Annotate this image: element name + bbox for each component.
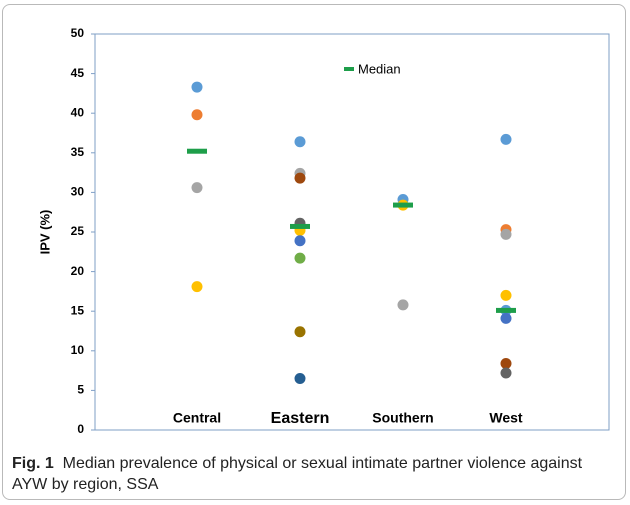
chart: IPV (%) 0 5 10 15 20 25 30 35 40 45 50 Central Easte… <box>37 26 610 436</box>
x-tick-label: Eastern <box>271 410 330 427</box>
data-point <box>294 136 306 148</box>
x-tick-label: Southern <box>372 410 433 426</box>
y-tick-label: 0 <box>77 422 84 436</box>
y-tick-label: 30 <box>71 185 85 199</box>
data-point <box>500 133 512 145</box>
data-point <box>294 172 306 184</box>
x-tick-label: West <box>489 410 523 426</box>
data-point <box>500 228 512 240</box>
median-marker <box>393 202 413 208</box>
median-marker <box>290 223 310 229</box>
data-point <box>294 326 306 338</box>
legend-label: Median <box>358 61 401 76</box>
y-tick-label: 10 <box>71 343 85 357</box>
data-point <box>294 235 306 247</box>
data-point <box>294 373 306 385</box>
x-tick-label: Central <box>173 410 221 426</box>
data-point <box>191 281 203 293</box>
plot-border <box>94 33 610 431</box>
median-marker <box>187 148 207 154</box>
data-point <box>191 109 203 121</box>
caption: Fig. 1 Median prevalence of physical or … <box>12 453 612 495</box>
data-point <box>500 357 512 369</box>
data-point <box>191 182 203 194</box>
y-axis-label: IPV (%) <box>37 210 52 255</box>
data-point <box>397 299 409 311</box>
data-point <box>500 367 512 379</box>
legend-swatch <box>344 67 354 71</box>
data-point <box>294 252 306 264</box>
y-tick-label: 5 <box>77 383 84 397</box>
caption-label: Fig. 1 <box>12 455 54 472</box>
data-point <box>500 312 512 324</box>
median-marker <box>496 307 516 313</box>
y-tick-label: 50 <box>71 26 85 40</box>
y-tick-label: 40 <box>71 105 85 119</box>
data-point <box>191 81 203 93</box>
y-tick-label: 45 <box>71 66 85 80</box>
y-tick-label: 20 <box>71 264 85 278</box>
data-point <box>500 289 512 301</box>
y-tick-label: 25 <box>71 224 85 238</box>
figure-frame <box>2 4 626 500</box>
caption-text: Median prevalence of physical or sexual … <box>12 455 583 493</box>
y-tick-label: 35 <box>71 145 85 159</box>
y-tick-label: 15 <box>71 303 85 317</box>
